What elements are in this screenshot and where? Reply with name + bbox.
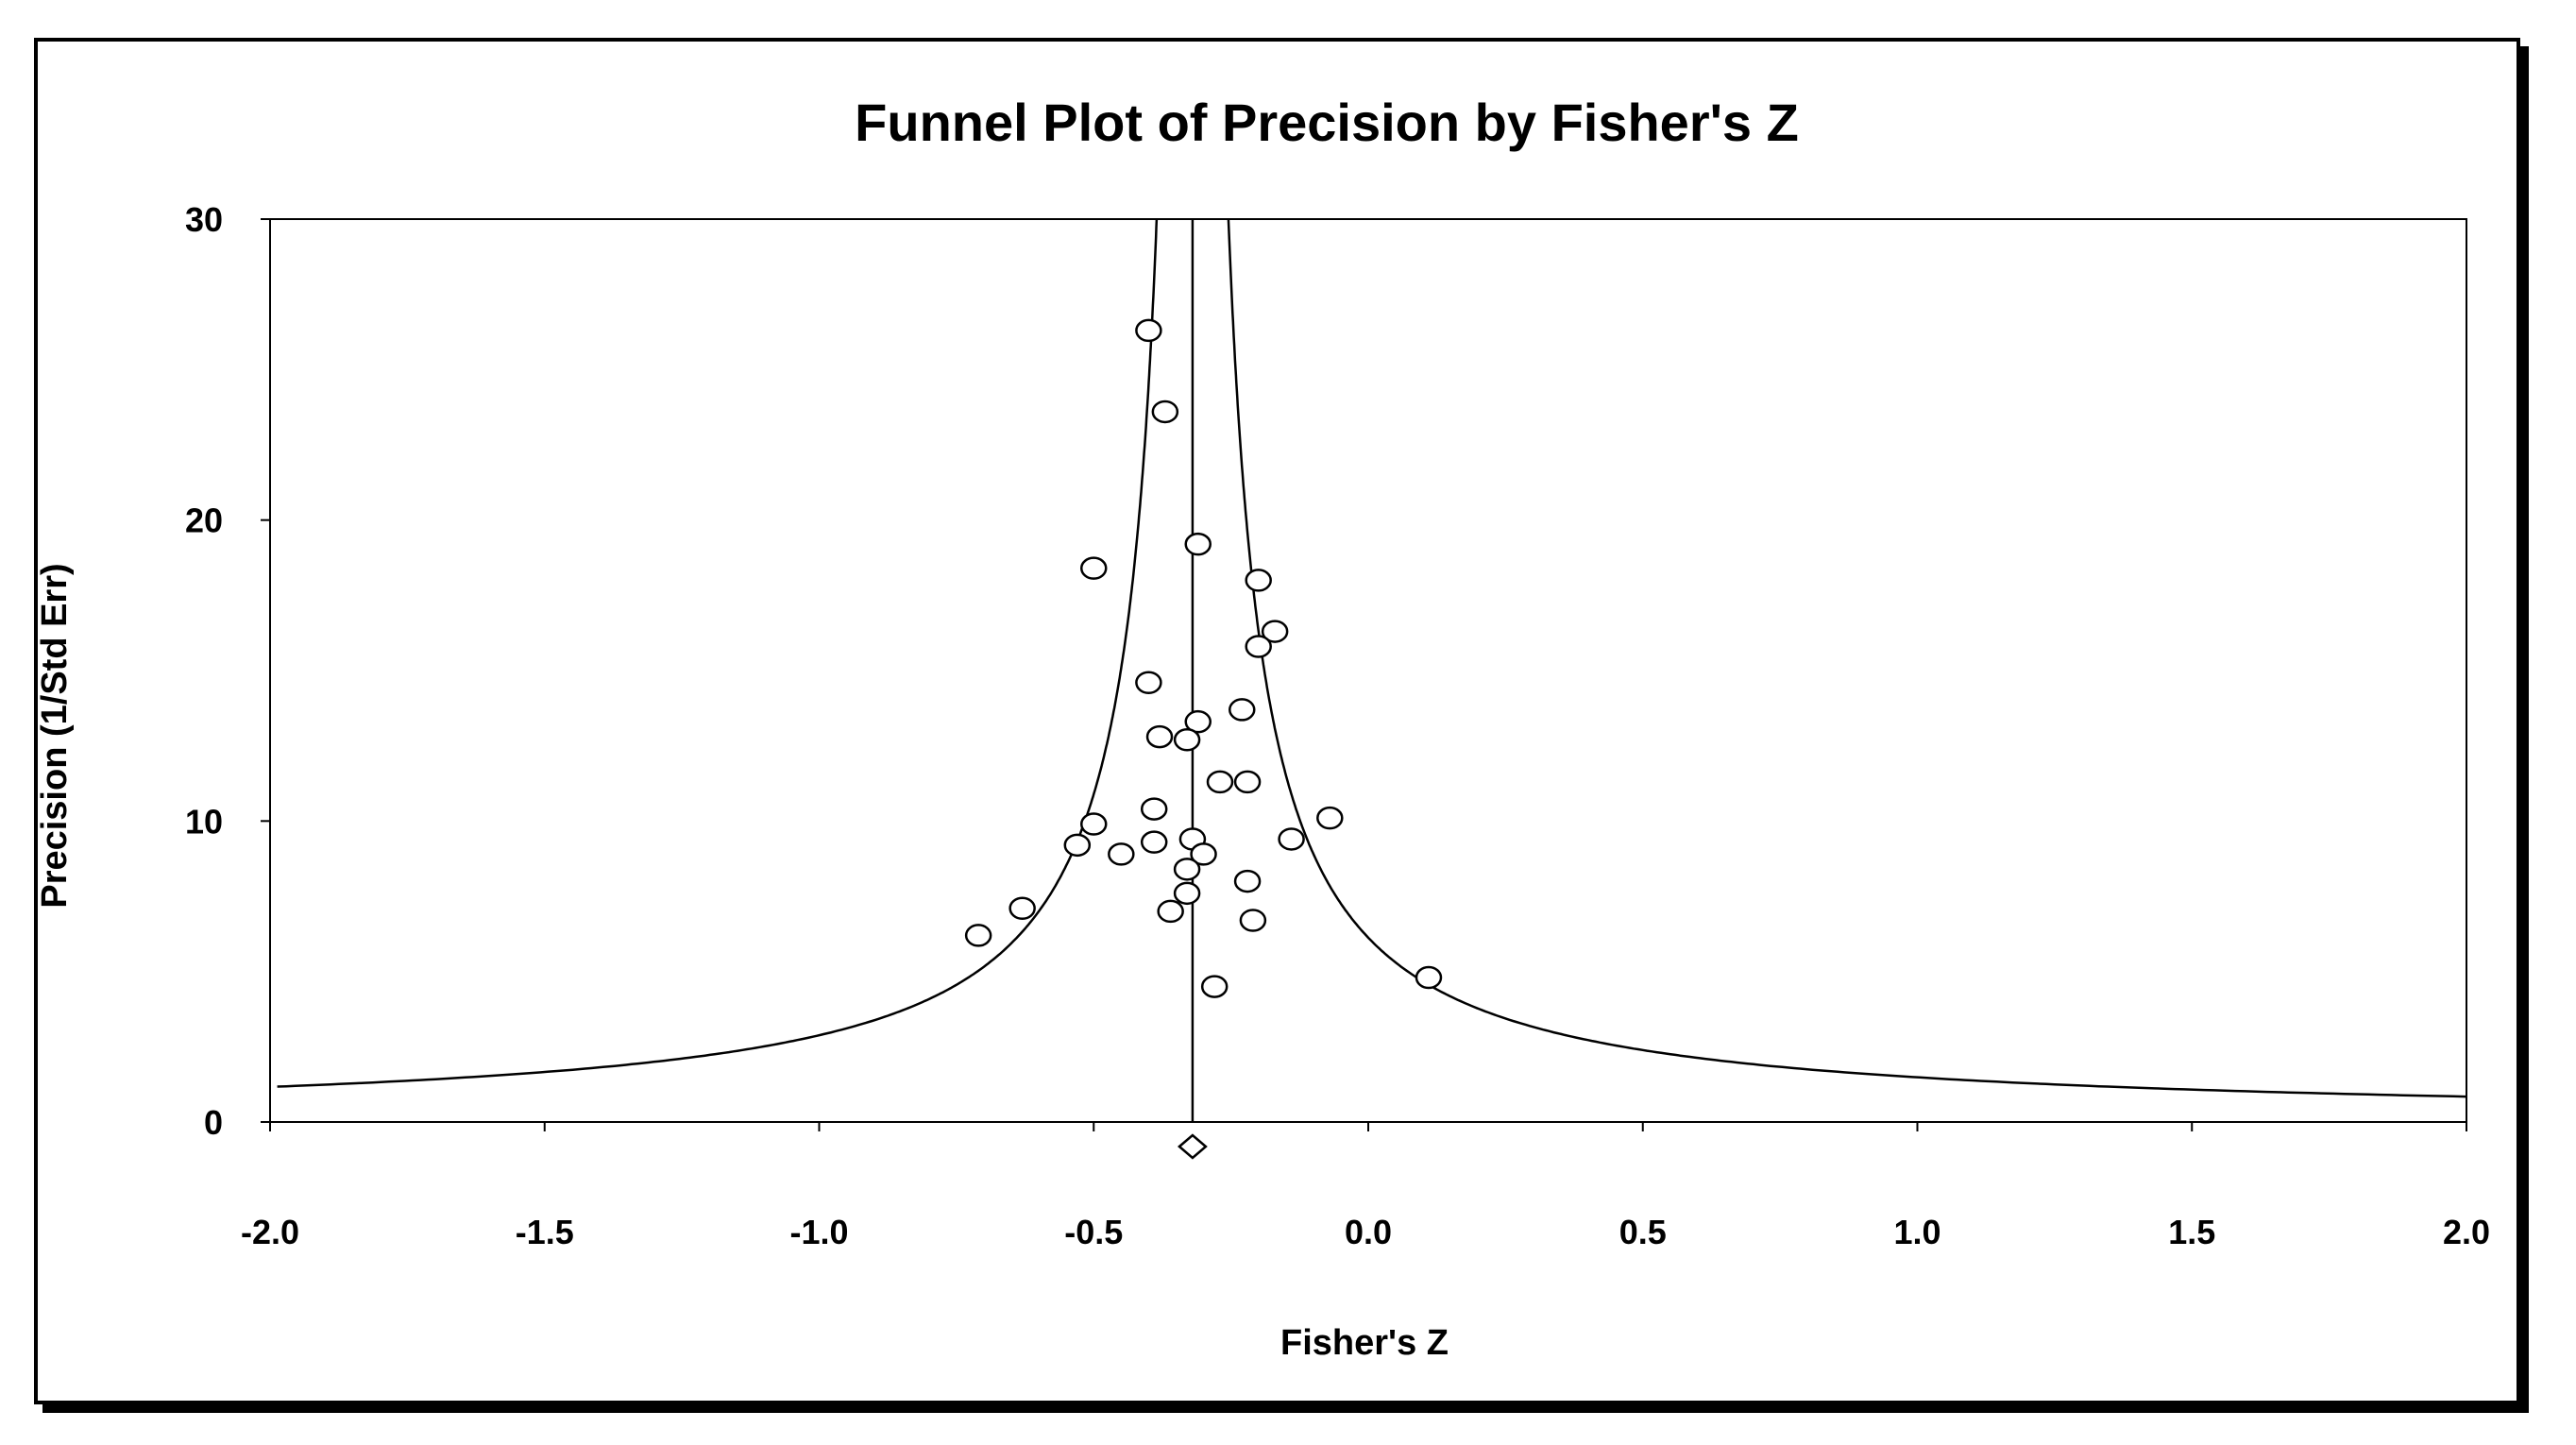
study-point [1135, 671, 1162, 694]
x-tick-label: 0.5 [1619, 1213, 1667, 1251]
study-point [1063, 833, 1092, 858]
study-point [1316, 806, 1344, 830]
x-axis-label: Fisher's Z [1280, 1323, 1449, 1363]
x-axis: -2.0 -1.5 -1.0 -0.5 0.0 0.5 1.0 1.5 2.0 [241, 1122, 2490, 1251]
chart-title: Funnel Plot of Precision by Fisher's Z [855, 93, 1799, 152]
study-point [1278, 827, 1305, 851]
study-point [1261, 620, 1289, 643]
x-tick-label: -2.0 [241, 1213, 299, 1251]
study-point [1173, 881, 1201, 906]
funnel-plot: Funnel Plot of Precision by Fisher's Z -… [38, 93, 2490, 1363]
x-tick-label: 2.0 [2443, 1213, 2490, 1251]
study-point [1173, 728, 1201, 752]
study-point [1233, 869, 1262, 893]
study-point [1135, 318, 1162, 343]
study-point [1184, 532, 1212, 556]
study-point [964, 924, 992, 947]
study-point [1190, 842, 1217, 866]
study-point [1245, 569, 1272, 592]
study-point [1145, 724, 1174, 749]
funnel-right-limit [1227, 218, 2466, 1098]
study-point [1080, 556, 1108, 580]
study-point [1140, 830, 1168, 854]
study-point [1108, 842, 1135, 866]
study-points [964, 318, 1443, 998]
x-tick-label: -0.5 [1064, 1213, 1123, 1251]
x-tick-label: 1.0 [1893, 1213, 1940, 1251]
x-tick-label: -1.0 [789, 1213, 848, 1251]
study-point [1239, 909, 1267, 932]
y-axis-label: Precision (1/Std Err) [38, 563, 75, 908]
study-point [1233, 770, 1262, 794]
funnel-lines [277, 218, 2466, 1122]
y-tick-label: 10 [185, 802, 223, 841]
study-point [1415, 965, 1443, 990]
chart-frame: Funnel Plot of Precision by Fisher's Z -… [34, 38, 2520, 1404]
x-tick-label: 0.0 [1345, 1213, 1392, 1251]
x-tick-label: 1.5 [2168, 1213, 2215, 1251]
study-point [1206, 770, 1234, 794]
y-tick-label: 20 [185, 502, 223, 540]
study-point [1184, 709, 1212, 734]
study-point [1229, 698, 1256, 722]
funnel-left-limit [277, 218, 1159, 1088]
study-point [1140, 797, 1168, 821]
study-point [1245, 635, 1272, 658]
plot-area [269, 218, 2467, 1123]
study-point [1173, 858, 1201, 881]
x-tick-label: -1.5 [516, 1213, 574, 1251]
study-point [1008, 896, 1036, 920]
study-point [1151, 400, 1179, 424]
y-tick-label: 30 [185, 200, 223, 239]
study-point [1080, 812, 1108, 836]
summary-diamond [1177, 1133, 1208, 1160]
y-axis: 0 10 20 30 [185, 200, 270, 1142]
summary-effect [1177, 1133, 1208, 1160]
study-point [1157, 899, 1184, 924]
study-point [1200, 975, 1229, 998]
y-tick-label: 0 [204, 1103, 223, 1142]
